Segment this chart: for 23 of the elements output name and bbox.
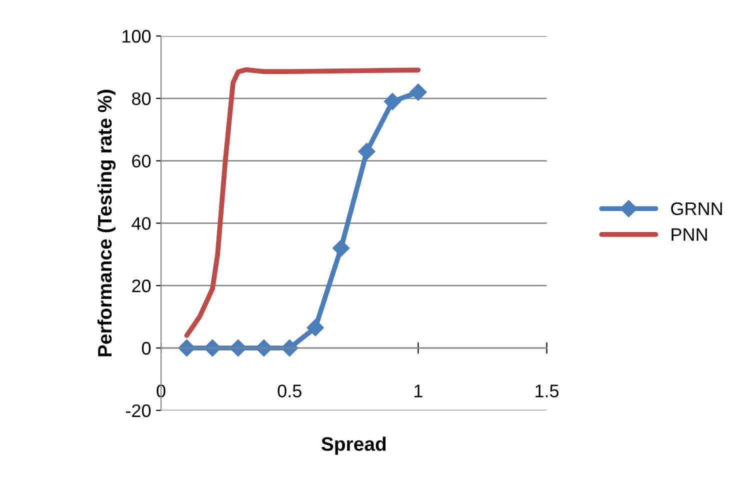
y-axis-title: Performance (Testing rate %) — [97, 90, 116, 356]
x-tick-label: 0.5 — [278, 384, 302, 398]
point — [281, 339, 298, 357]
point — [410, 84, 427, 101]
point — [306, 319, 324, 336]
line-series — [184, 67, 421, 338]
y-tick-label: 20 — [132, 280, 151, 292]
y-tick-label: -20 — [126, 404, 151, 418]
x-tick-label: 1.5 — [536, 384, 559, 398]
point — [230, 339, 247, 357]
point — [358, 142, 376, 160]
x-axis-title: Spread — [322, 436, 386, 455]
point — [178, 339, 196, 357]
y-tick-label: 100 — [122, 30, 151, 43]
point — [384, 92, 402, 110]
y-tick-label: 0 — [142, 342, 151, 355]
y-tick-label: 40 — [132, 217, 151, 230]
y-tick-label: 60 — [132, 154, 151, 168]
legend-label: PNN — [672, 228, 707, 241]
x-tick-label: 1 — [414, 384, 422, 398]
point — [332, 240, 350, 257]
y-tick-label: 80 — [132, 92, 151, 106]
legend-label: GRNN — [671, 202, 722, 216]
